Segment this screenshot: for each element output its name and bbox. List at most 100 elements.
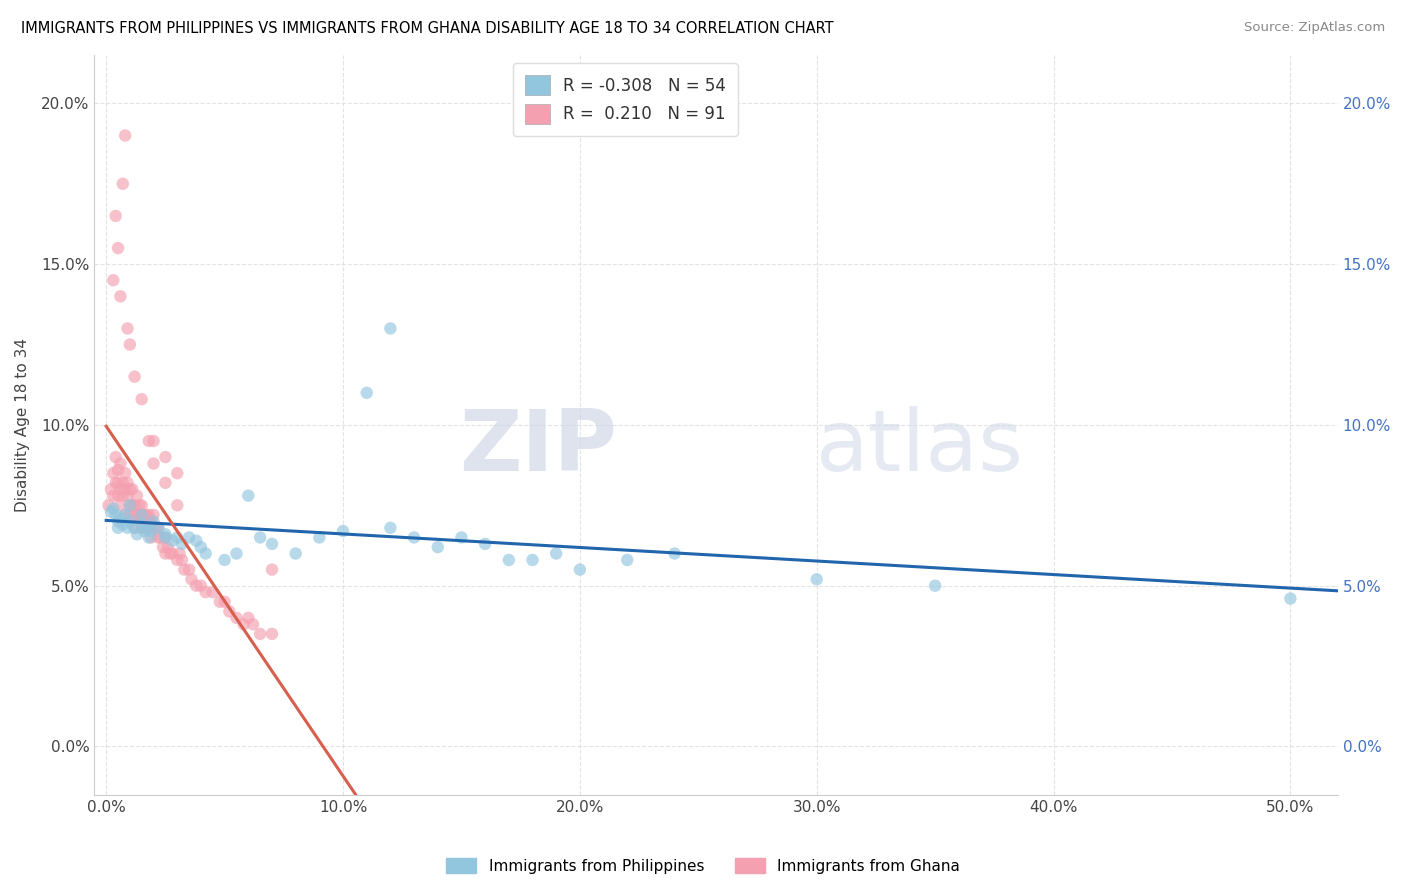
Point bbox=[131, 498, 153, 512]
Point bbox=[128, 508, 150, 522]
Point bbox=[107, 515, 129, 529]
Point bbox=[103, 466, 125, 480]
Point bbox=[308, 531, 330, 545]
Point bbox=[924, 579, 946, 593]
Point bbox=[214, 595, 236, 609]
Point bbox=[155, 531, 177, 545]
Point bbox=[173, 563, 195, 577]
Point bbox=[110, 457, 132, 471]
Point bbox=[131, 508, 153, 522]
Point bbox=[148, 521, 170, 535]
Point bbox=[103, 489, 125, 503]
Point bbox=[664, 547, 686, 561]
Point bbox=[162, 547, 184, 561]
Point bbox=[180, 572, 202, 586]
Point bbox=[498, 553, 520, 567]
Point bbox=[149, 531, 172, 545]
Point bbox=[242, 617, 264, 632]
Point bbox=[124, 369, 146, 384]
Point bbox=[166, 498, 188, 512]
Point bbox=[107, 463, 129, 477]
Point bbox=[284, 547, 307, 561]
Point bbox=[125, 527, 148, 541]
Point bbox=[103, 501, 125, 516]
Point bbox=[142, 508, 165, 522]
Point bbox=[260, 537, 283, 551]
Point bbox=[117, 475, 139, 490]
Point bbox=[124, 508, 146, 522]
Point bbox=[148, 531, 170, 545]
Point bbox=[124, 521, 146, 535]
Point bbox=[111, 475, 134, 490]
Y-axis label: Disability Age 18 to 34: Disability Age 18 to 34 bbox=[15, 338, 30, 512]
Point bbox=[186, 533, 208, 548]
Point bbox=[546, 547, 568, 561]
Point bbox=[138, 521, 160, 535]
Point bbox=[166, 466, 188, 480]
Point bbox=[186, 579, 208, 593]
Point bbox=[104, 508, 127, 522]
Text: IMMIGRANTS FROM PHILIPPINES VS IMMIGRANTS FROM GHANA DISABILITY AGE 18 TO 34 COR: IMMIGRANTS FROM PHILIPPINES VS IMMIGRANT… bbox=[21, 21, 834, 36]
Point bbox=[194, 547, 217, 561]
Point bbox=[218, 604, 240, 618]
Point bbox=[152, 540, 174, 554]
Point bbox=[142, 434, 165, 448]
Point bbox=[131, 392, 153, 407]
Point bbox=[177, 563, 200, 577]
Point bbox=[128, 498, 150, 512]
Point bbox=[141, 515, 163, 529]
Point bbox=[616, 553, 638, 567]
Point bbox=[111, 517, 134, 532]
Point bbox=[118, 515, 141, 529]
Point bbox=[249, 627, 271, 641]
Point bbox=[121, 482, 143, 496]
Point bbox=[806, 572, 828, 586]
Point bbox=[225, 547, 247, 561]
Point bbox=[100, 505, 122, 519]
Point bbox=[142, 521, 165, 535]
Point bbox=[110, 482, 132, 496]
Legend: Immigrants from Philippines, Immigrants from Ghana: Immigrants from Philippines, Immigrants … bbox=[440, 852, 966, 880]
Point bbox=[166, 531, 188, 545]
Point bbox=[138, 434, 160, 448]
Legend: R = -0.308   N = 54, R =  0.210   N = 91: R = -0.308 N = 54, R = 0.210 N = 91 bbox=[513, 63, 738, 136]
Point bbox=[114, 466, 136, 480]
Point bbox=[135, 521, 157, 535]
Point bbox=[332, 524, 354, 538]
Point bbox=[145, 521, 167, 535]
Point bbox=[194, 585, 217, 599]
Point bbox=[141, 531, 163, 545]
Point bbox=[110, 511, 132, 525]
Point bbox=[225, 611, 247, 625]
Point bbox=[107, 475, 129, 490]
Point bbox=[100, 482, 122, 496]
Point bbox=[118, 498, 141, 512]
Point bbox=[474, 537, 496, 551]
Point bbox=[142, 515, 165, 529]
Point bbox=[114, 508, 136, 522]
Point bbox=[155, 547, 177, 561]
Point bbox=[238, 611, 260, 625]
Point bbox=[166, 553, 188, 567]
Point bbox=[249, 531, 271, 545]
Point bbox=[148, 521, 170, 535]
Point bbox=[114, 508, 136, 522]
Point bbox=[131, 521, 153, 535]
Point bbox=[97, 498, 120, 512]
Text: atlas: atlas bbox=[815, 406, 1024, 489]
Point bbox=[155, 475, 177, 490]
Point bbox=[125, 489, 148, 503]
Point bbox=[159, 547, 181, 561]
Point bbox=[114, 482, 136, 496]
Point bbox=[522, 553, 544, 567]
Point bbox=[380, 321, 402, 335]
Point bbox=[404, 531, 426, 545]
Point bbox=[201, 585, 224, 599]
Point bbox=[104, 475, 127, 490]
Point bbox=[208, 595, 231, 609]
Point bbox=[104, 209, 127, 223]
Point bbox=[110, 289, 132, 303]
Point bbox=[117, 321, 139, 335]
Point bbox=[117, 489, 139, 503]
Point bbox=[107, 521, 129, 535]
